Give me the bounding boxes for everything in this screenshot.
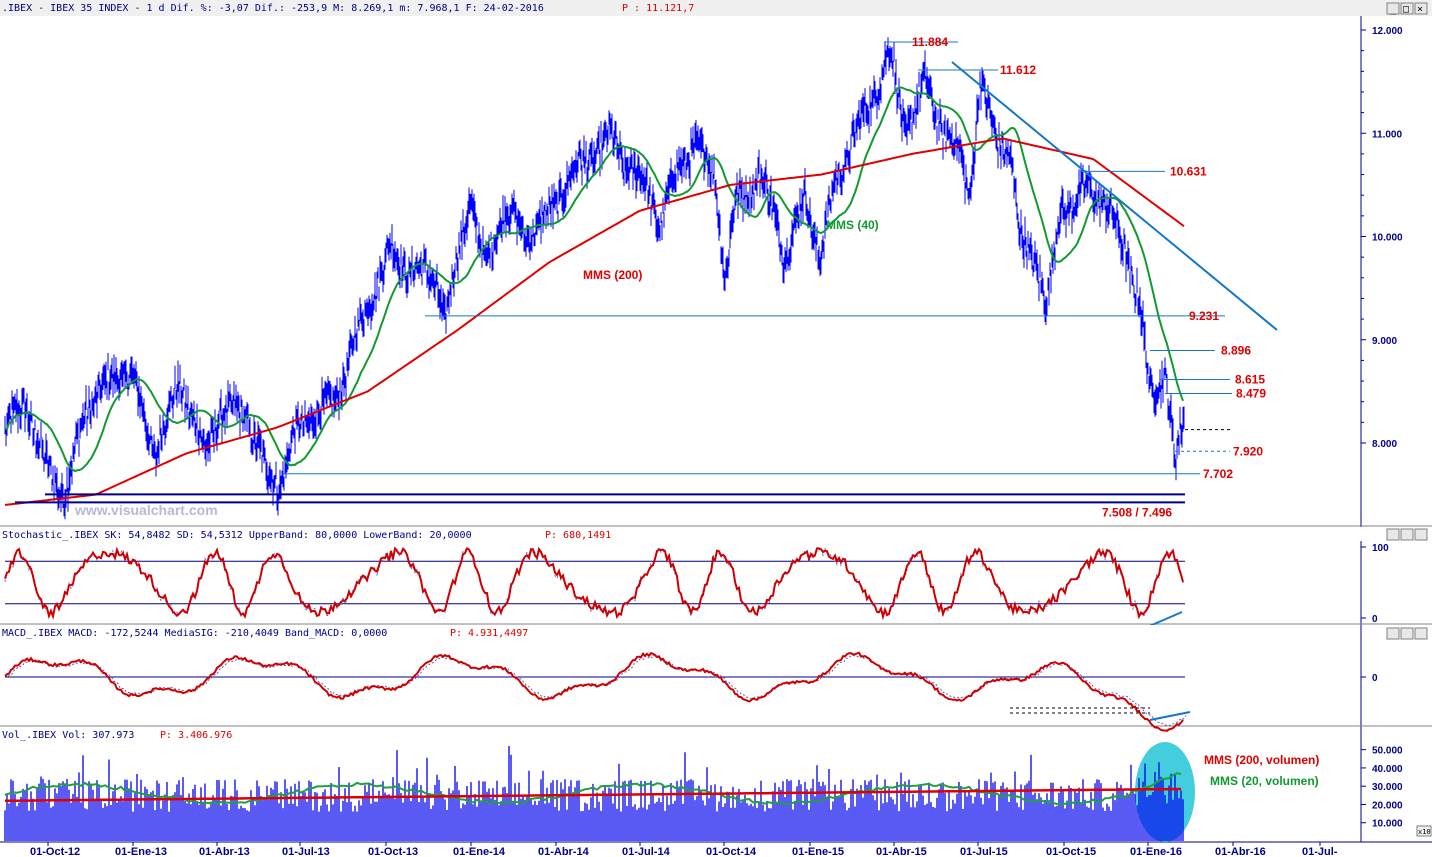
x-tick-label: 01-Abr-15: [876, 846, 927, 857]
volume-scale-badge: [1416, 825, 1432, 837]
macd-minimize-button[interactable]: [1386, 627, 1400, 640]
macd-window-buttons[interactable]: [1386, 627, 1428, 640]
x-tick-label: 01-Oct-15: [1046, 846, 1096, 857]
mms200-line: [4, 137, 1185, 506]
price-tick-label: 11.000: [1372, 129, 1402, 140]
level-label: 7.920: [1233, 444, 1263, 458]
level-label: 11.612: [1000, 63, 1036, 77]
x-tick-label: 01-Jul-15: [960, 846, 1008, 857]
mms200-label: MMS (200): [583, 268, 642, 282]
resistance-trendline: [951, 61, 1278, 331]
vol-mms20-label: MMS (20, volumen): [1210, 774, 1319, 788]
x-tick-label: 01-Abr-13: [199, 846, 250, 857]
vol-mms200-label: MMS (200, volumen): [1204, 753, 1319, 767]
macd-header-p: P: 4.931,4497: [450, 628, 528, 639]
x-tick-label: 01-Oct-13: [368, 846, 418, 857]
volume-bars: [4, 746, 1184, 841]
price-title-bar: [0, 0, 1432, 16]
x-tick-label: 01-Ene-16: [1130, 846, 1182, 857]
stochastic-window-buttons[interactable]: [1386, 528, 1428, 541]
level-label: 7.702: [1203, 467, 1233, 481]
macd-divergence-line: [1149, 711, 1191, 721]
level-label: 10.631: [1170, 164, 1207, 178]
maximize-button[interactable]: [1400, 2, 1414, 15]
level-label: 7.508 / 7.496: [1102, 505, 1172, 519]
stoch-tick-label: 100: [1372, 543, 1389, 554]
stochastic-header-p: P: 680,1491: [545, 530, 611, 541]
price-bars: [4, 37, 1185, 520]
price-tick-label: 12.000: [1372, 26, 1403, 37]
minimize-button[interactable]: [1386, 2, 1400, 15]
price-header-p: P : 11.121,7: [622, 3, 694, 14]
price-header-text: .IBEX - IBEX 35 INDEX - 1 d Dif. %: -3,0…: [2, 3, 544, 14]
volume-tick-label: 10.000: [1372, 819, 1403, 830]
stoch-tick-label: 0: [1372, 614, 1378, 625]
x-tick-label: 01-Jul-: [1302, 846, 1338, 857]
x-tick-label: 01-Ene-15: [792, 846, 844, 857]
watermark: www.visualchart.com: [74, 502, 218, 518]
volume-tick-label: 40.000: [1372, 764, 1403, 775]
x-tick-label: 01-Oct-12: [30, 846, 80, 857]
volume-mms200-line: [4, 787, 1182, 803]
volume-header: Vol_.IBEX Vol: 307.973: [2, 730, 134, 741]
volume-panel: [4, 742, 1195, 842]
level-label: 8.896: [1221, 343, 1251, 357]
x-tick-label: 01-Oct-14: [706, 846, 757, 857]
level-label: 8.479: [1236, 387, 1266, 401]
volume-highlight: [1135, 742, 1195, 842]
stoch-close-button[interactable]: [1414, 528, 1428, 541]
stochastic-panel: [4, 546, 1185, 629]
volume-tick-label: 20.000: [1372, 800, 1403, 811]
mms40-label: MMS (40): [826, 218, 879, 232]
stoch-maximize-button[interactable]: [1400, 528, 1414, 541]
volume-header-p: P: 3.406.976: [160, 730, 232, 741]
macd-panel: [4, 651, 1191, 732]
stoch-sk-line: [4, 546, 1184, 621]
x-tick-label: 01-Abr-16: [1215, 846, 1266, 857]
macd-tick-label: 0: [1372, 673, 1378, 684]
x-tick-label: 01-Jul-13: [282, 846, 330, 857]
x-tick-label: 01-Jul-14: [622, 846, 671, 857]
macd-line: [4, 651, 1184, 732]
axes: 8.000 9.000 10.000 11.000 12.000 0 100 0 10.000 2…: [30, 26, 1403, 857]
maximize-icon: □: [1403, 4, 1409, 15]
close-icon: ×: [1417, 4, 1423, 15]
x-tick-label: 01-Ene-13: [115, 846, 167, 857]
x-tick-label: 01-Abr-14: [538, 846, 590, 857]
level-label: 9.231: [1189, 309, 1219, 323]
volume-scale-badge-text: x10: [1418, 828, 1431, 836]
x-tick-label: 01-Ene-14: [453, 846, 506, 857]
stochastic-header: Stochastic_.IBEX SK: 54,8482 SD: 54,5312…: [2, 530, 472, 541]
close-button[interactable]: [1414, 2, 1428, 15]
volume-tick-label: 30.000: [1372, 782, 1403, 793]
level-label: 8.615: [1235, 373, 1265, 387]
minimize-icon: _: [1390, 4, 1397, 15]
macd-close-button[interactable]: [1414, 627, 1428, 640]
price-tick-label: 10.000: [1372, 233, 1403, 244]
price-tick-label: 8.000: [1372, 439, 1397, 450]
macd-maximize-button[interactable]: [1400, 627, 1414, 640]
price-window-buttons[interactable]: _ □ ×: [1386, 2, 1428, 15]
level-label: 11.884: [912, 35, 948, 49]
price-tick-label: 9.000: [1372, 336, 1397, 347]
volume-tick-label: 50.000: [1372, 746, 1403, 757]
macd-header: MACD_.IBEX MACD: -172,5244 MediaSIG: -21…: [2, 628, 387, 639]
stoch-minimize-button[interactable]: [1386, 528, 1400, 541]
